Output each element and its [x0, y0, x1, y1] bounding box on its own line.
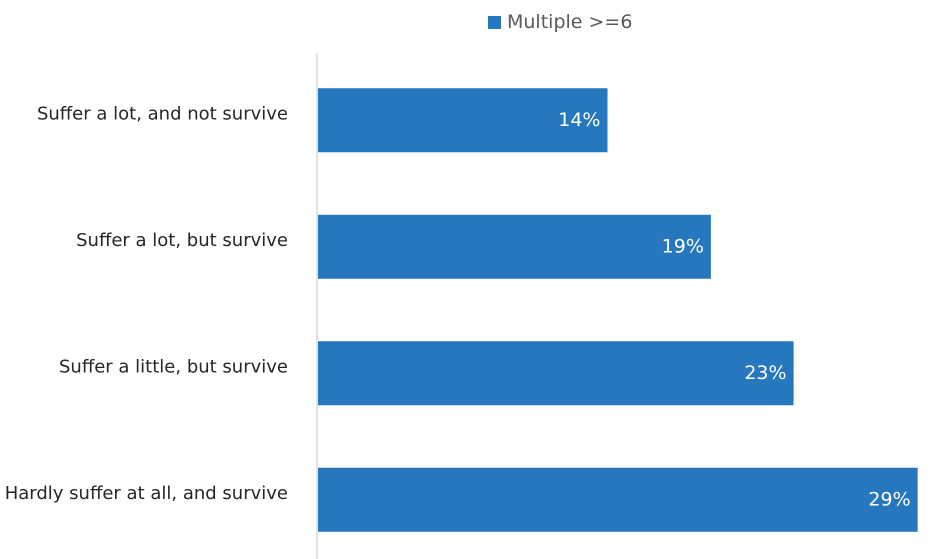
legend-swatch	[488, 15, 501, 29]
legend-label: Multiple >=6	[507, 11, 633, 33]
bar	[318, 88, 608, 153]
legend: Multiple >=6	[488, 10, 632, 34]
bar	[318, 214, 711, 279]
bar-value-label: 23%	[744, 362, 786, 384]
bar	[318, 341, 794, 406]
bars-group: 14% Suffer a lot, and not survive 19% Suffe…	[5, 88, 918, 532]
category-label: Suffer a little, but survive	[59, 356, 288, 377]
category-label: Suffer a lot, but survive	[76, 230, 288, 251]
category-label: Hardly suffer at all, and survive	[5, 483, 288, 504]
bar-value-label: 14%	[558, 109, 600, 131]
bar	[318, 467, 918, 532]
bar-value-label: 29%	[868, 488, 910, 510]
bar-value-label: 19%	[662, 235, 704, 257]
category-label: Suffer a lot, and not survive	[37, 103, 288, 124]
